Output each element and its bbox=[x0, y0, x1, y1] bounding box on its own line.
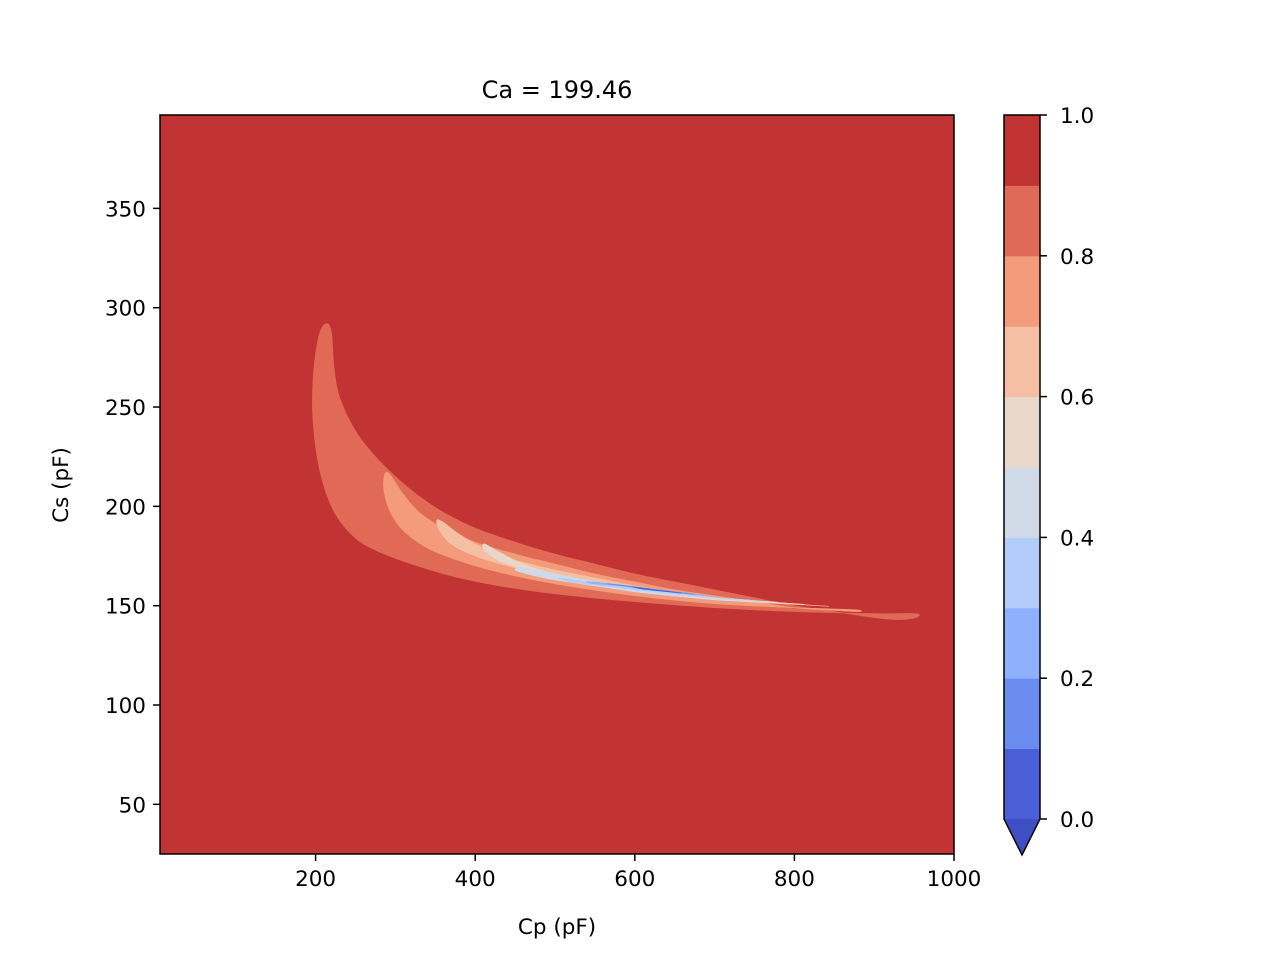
y-tick-label: 300 bbox=[105, 297, 146, 322]
colorbar-frame bbox=[1003, 114, 1041, 857]
x-tick-label: 400 bbox=[455, 867, 496, 892]
colorbar-segment bbox=[1004, 537, 1040, 609]
contour-regions bbox=[312, 323, 920, 620]
colorbar-segment bbox=[1004, 396, 1040, 468]
colorbar-extend-arrow bbox=[1004, 819, 1040, 855]
y-axis: 50 100 150 200 250 300 350 bbox=[105, 197, 160, 818]
plot-background bbox=[160, 115, 954, 854]
x-axis-label: Cp (pF) bbox=[518, 915, 596, 940]
colorbar-segment bbox=[1004, 185, 1040, 257]
y-tick-label: 200 bbox=[105, 495, 146, 520]
plot-frame bbox=[159, 114, 955, 855]
colorbar-tick-label: 0.4 bbox=[1060, 526, 1094, 551]
colorbar-tick-label: 0.6 bbox=[1060, 386, 1094, 411]
colorbar-tick-label: 0.0 bbox=[1060, 808, 1094, 833]
x-axis: 200 400 600 800 1000 bbox=[295, 854, 981, 892]
y-tick-label: 250 bbox=[105, 396, 146, 421]
contour-region-0.0-0.1 bbox=[632, 586, 682, 594]
x-tick-label: 600 bbox=[614, 867, 655, 892]
x-tick-label: 200 bbox=[295, 867, 336, 892]
x-tick-label: 800 bbox=[774, 867, 815, 892]
y-tick-label: 150 bbox=[105, 595, 146, 620]
colorbar-segment bbox=[1004, 115, 1040, 186]
y-axis-label: Cs (pF) bbox=[49, 447, 74, 523]
colorbar-segment bbox=[1004, 748, 1040, 820]
colorbar-segment bbox=[1004, 467, 1040, 538]
colorbar-tick-label: 0.8 bbox=[1060, 245, 1094, 270]
x-tick-label: 1000 bbox=[927, 867, 982, 892]
colorbar-tick-label: 1.0 bbox=[1060, 104, 1094, 129]
colorbar: 0.0 0.2 0.4 0.6 0.8 1.0 bbox=[1003, 104, 1094, 857]
colorbar-segment bbox=[1004, 678, 1040, 750]
colorbar-segment bbox=[1004, 607, 1040, 679]
chart-title: Ca = 199.46 bbox=[482, 76, 633, 104]
y-tick-label: 50 bbox=[119, 793, 146, 818]
colorbar-tick-label: 0.2 bbox=[1060, 667, 1094, 692]
y-tick-label: 100 bbox=[105, 694, 146, 719]
colorbar-segment bbox=[1004, 255, 1040, 327]
colorbar-segment bbox=[1004, 326, 1040, 398]
y-tick-label: 350 bbox=[105, 197, 146, 222]
